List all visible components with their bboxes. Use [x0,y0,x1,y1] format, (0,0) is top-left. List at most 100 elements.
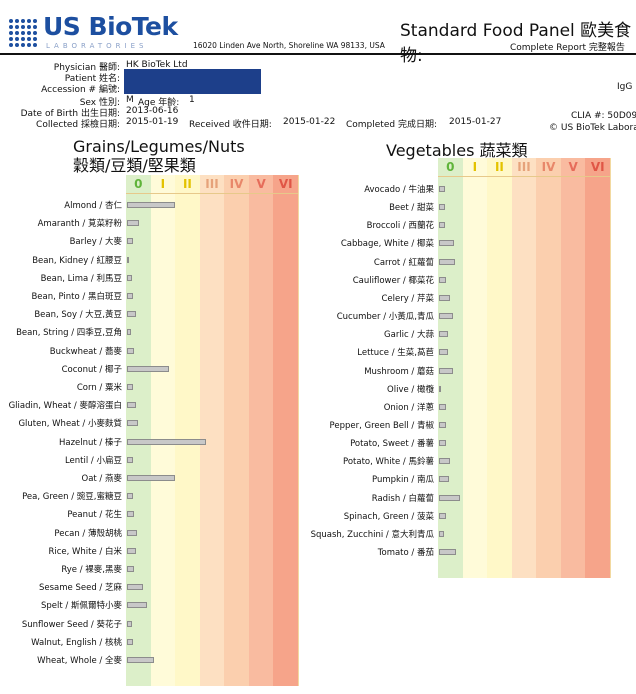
food-label: Bean, Kidney / 紅腰豆 [32,255,122,266]
food-label: Cabbage, White / 椰菜 [340,239,434,250]
food-level-bar [127,365,169,372]
food-label: Gluten, Wheat / 小麥麩質 [18,419,122,430]
class-column-4 [536,158,562,578]
dob-label: Date of Birth 出生日期: [20,109,120,119]
food-level-bar [439,222,446,229]
food-level-bar [127,493,134,500]
food-level-bar [127,511,135,518]
food-level-bar [439,403,447,410]
food-level-bar [127,547,136,554]
food-level-bar [439,458,451,465]
class-header-divider [438,176,610,177]
class-header-4: IV [229,177,244,191]
food-level-bar [439,276,447,283]
food-label: Pea, Green / 豌豆,蜜糖豆 [22,492,122,503]
class-column-6 [273,175,299,686]
food-label: Hazelnut / 榛子 [58,437,122,448]
food-level-bar [439,530,444,537]
food-label: Amaranth / 莧菜籽粉 [37,219,122,230]
report-subtitle: Complete Report 完整報告 [510,43,625,53]
food-level-bar [127,311,136,318]
class-column-1 [462,158,489,578]
food-level-bar [439,349,448,356]
food-level-bar [439,385,441,392]
food-level-bar [439,331,448,338]
class-header-4: IV [541,160,556,174]
physician-label: Physician 醫師: [53,63,120,73]
food-label: Spinach, Green / 菠菜 [343,511,434,522]
grains-title-cn: 穀類/豆類/堅果類 [73,156,196,175]
redacted-block [124,69,261,94]
class-header-2: II [494,160,504,174]
report-title: Standard Food Panel 歐美食物: [400,21,632,66]
food-label: Bean, Pinto / 黑白斑豆 [31,292,122,302]
class-column-6 [585,158,611,578]
food-level-bar [439,440,447,447]
vegetables-title: Vegetables 蔬菜類 [386,141,528,160]
class-header-2: II [182,177,192,191]
food-label: Spelt / 斯佩爾特小麥 [41,601,122,612]
food-label: Rye / 裸麥,黑麥 [61,565,122,575]
food-level-bar [127,566,135,572]
food-label: Cucumber / 小黃瓜,青瓜 [336,312,434,323]
food-level-bar [439,476,449,483]
food-level-bar [127,220,140,227]
class-column-3 [199,175,226,686]
food-label: Garlic / 大蒜 [384,330,434,341]
food-label: Wheat, Whole / 全麥 [37,656,122,666]
class-column-2 [175,175,201,686]
class-header-0: 0 [446,160,455,174]
grains-chart: 0 I II III IV V VI [126,175,299,686]
igg-label: IgG [ [617,82,636,92]
collected-label: Collected 採檢日期: [36,120,120,130]
food-label: Radish / 白蘿蔔 [371,493,434,504]
food-level-bar [439,421,447,428]
class-header-1: I [160,177,166,191]
completed-value: 2015-01-27 [449,117,502,127]
class-column-4 [224,175,250,686]
class-column-0 [126,175,152,686]
food-level-bar [127,529,137,536]
food-level-bar [439,367,453,374]
food-label: Tomato / 番茄 [377,548,434,558]
food-level-bar [127,329,131,336]
food-level-bar [127,456,134,463]
class-header-divider [126,193,298,194]
food-level-bar [439,204,446,211]
food-level-bar [439,240,454,247]
class-column-5 [560,158,587,578]
food-level-bar [127,438,206,445]
class-header-1: I [472,160,478,174]
food-level-bar [127,274,132,281]
food-level-bar [439,313,453,320]
grains-title: Grains/Legumes/Nuts [73,137,245,156]
logo-title: US BioTek [43,12,178,41]
food-label: Celery / 芹菜 [381,293,434,304]
food-label: Rice, White / 白米 [48,546,122,557]
food-label: Pecan / 薄殼胡桃 [54,528,122,539]
patient-label: Patient 姓名: [64,74,120,84]
class-column-3 [511,158,538,578]
lab-address: 16020 Linden Ave North, Shoreline WA 981… [193,41,385,50]
accession-label: Accession # 編號: [41,85,120,95]
received-label: Received 收件日期: [189,120,272,130]
food-label: Broccoli / 西蘭花 [366,221,434,232]
class-header-3: III [517,160,531,174]
food-label: Buckwheat / 蕎麥 [49,346,122,357]
logo-dots-icon [9,19,37,47]
food-label: Oat / 燕麥 [81,474,123,484]
copyright: © US BioTek Labora [549,123,636,133]
food-level-bar [439,512,447,519]
food-label: Bean, String / 四季豆,豆角 [16,328,122,339]
collected-value: 2015-01-19 [126,117,179,127]
header-divider [0,53,636,55]
food-label: Bean, Lima / 利馬豆 [40,273,122,284]
logo-subtitle: LABORATORIES [46,42,148,50]
food-label: Pumpkin / 南瓜 [372,475,434,486]
food-label: Gliadin, Wheat / 麥醇溶蛋白 [8,401,122,412]
sex-label: Sex 性別: [79,98,120,108]
age-label: Age 年齡: [138,98,180,108]
food-label: Squash, Zucchini / 意大利青瓜 [310,529,434,540]
food-level-bar [127,638,134,645]
food-label: Corn / 粟米 [76,383,122,393]
